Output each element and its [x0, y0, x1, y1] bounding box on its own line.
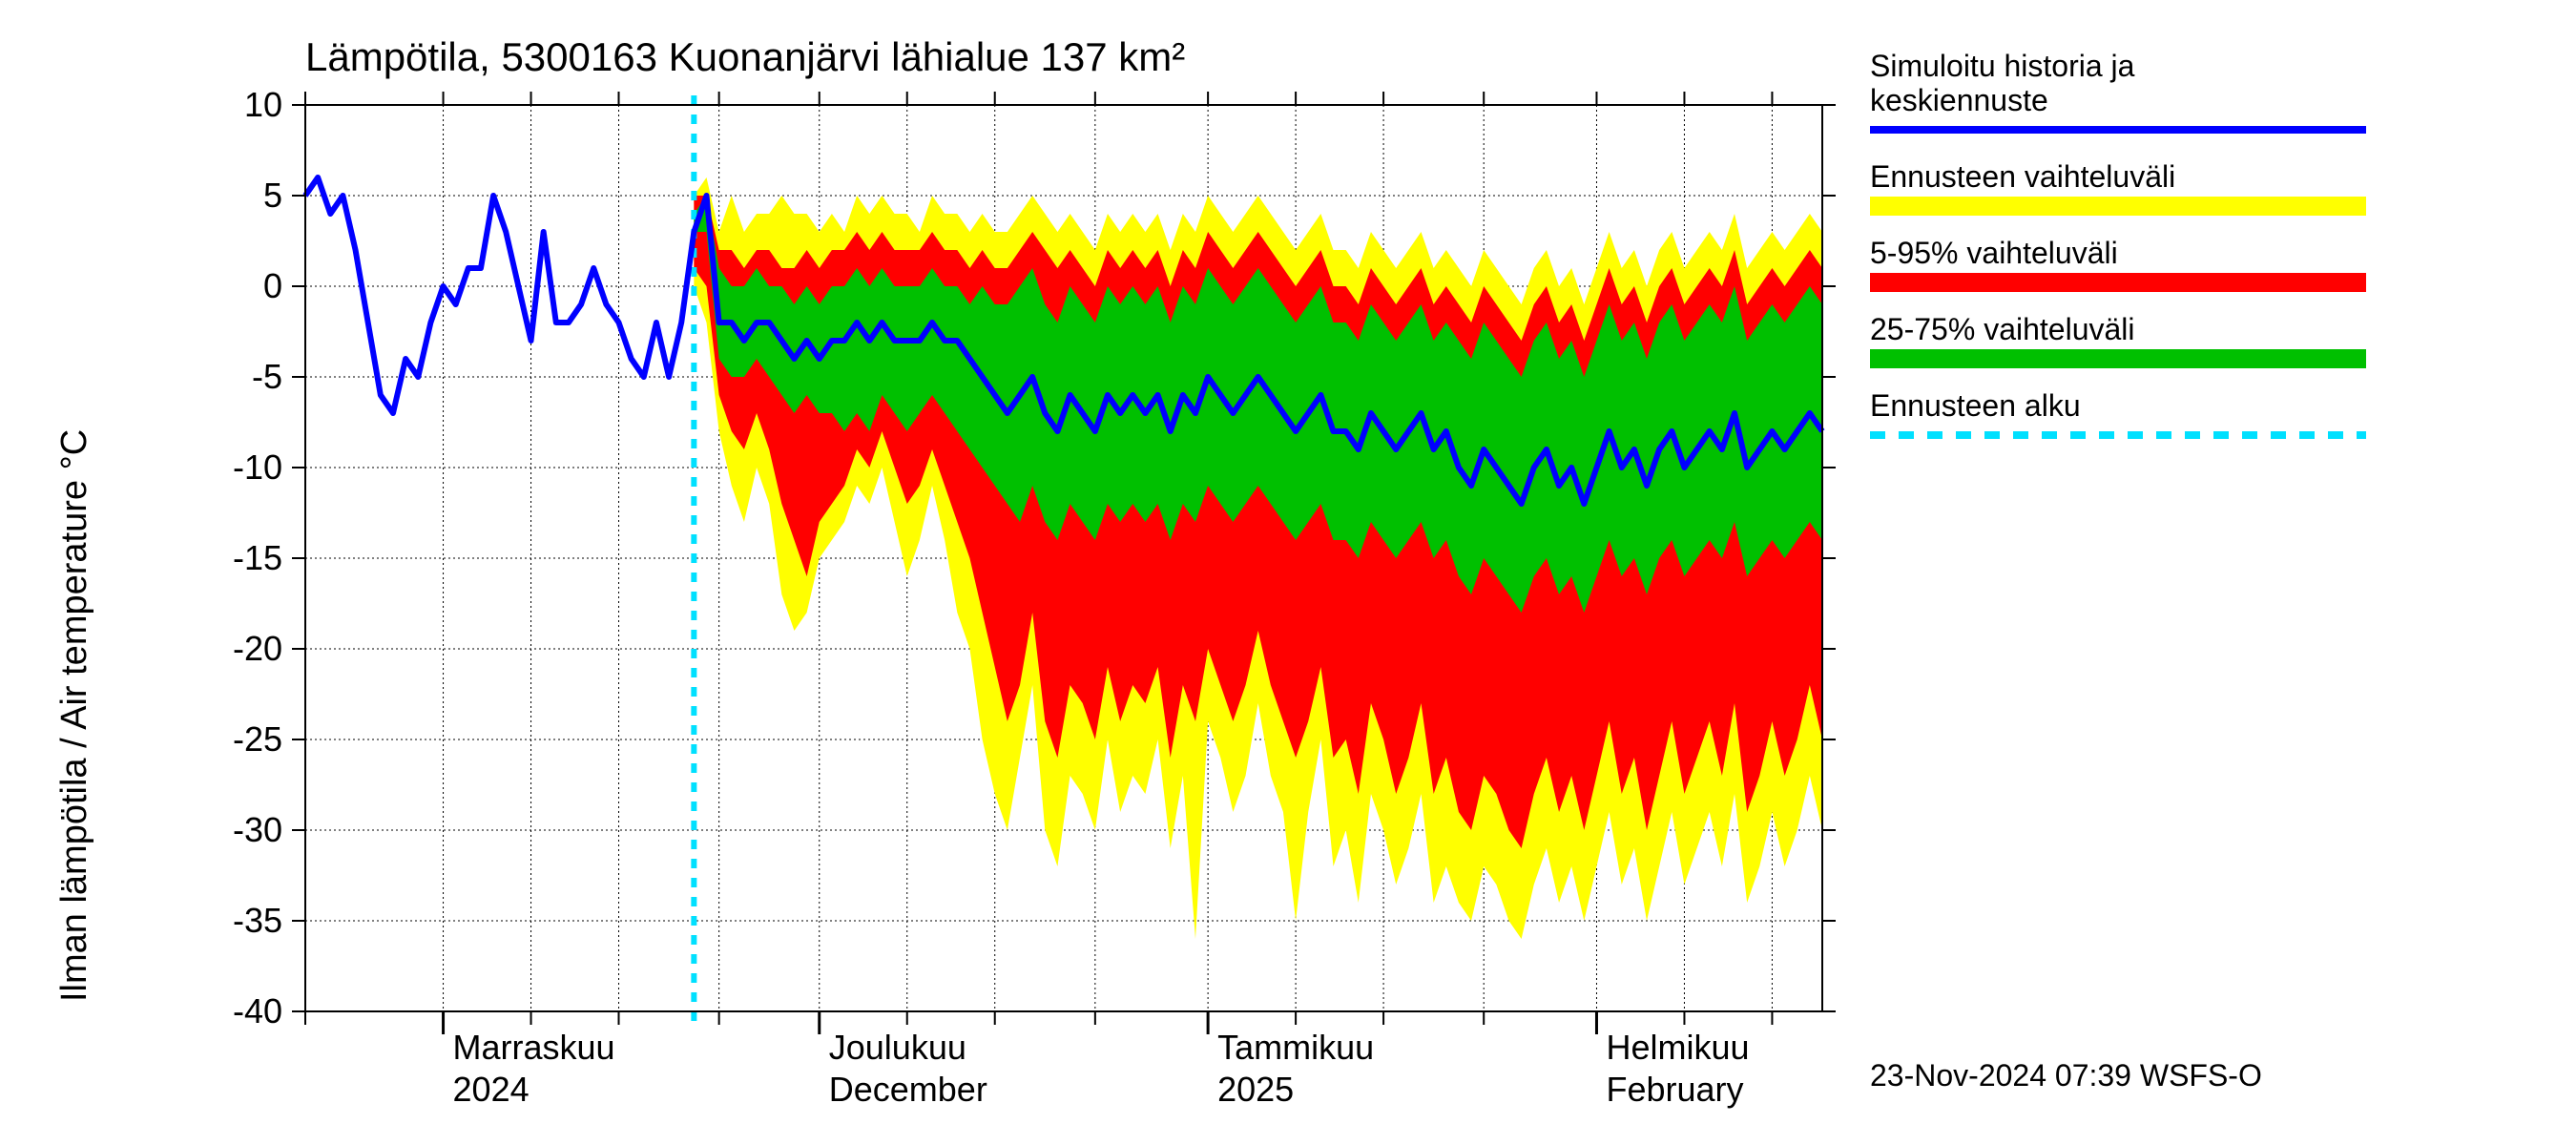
legend-label: Ennusteen vaihteluväli	[1870, 159, 2175, 194]
y-tick-label: -10	[233, 448, 282, 487]
chart-container: -40 -35 -30 -25 -20 -15 -10 -5 0 5 10 Marraskuu2024…	[0, 0, 2576, 1145]
chart-svg: -40 -35 -30 -25 -20 -15 -10 -5 0 5 10 Marraskuu2024…	[0, 0, 2576, 1145]
y-tick-label: -20	[233, 629, 282, 668]
y-tick-label: -40	[233, 991, 282, 1030]
x-tick-label: Tammikuu	[1217, 1028, 1374, 1067]
legend: Simuloitu historia jakeskiennuste Ennuste…	[1870, 49, 2366, 435]
x-tick-sublabel: February	[1606, 1070, 1743, 1109]
legend-label: keskiennuste	[1870, 83, 2048, 117]
footer-timestamp: 23-Nov-2024 07:39 WSFS-O	[1870, 1058, 2262, 1093]
legend-label: 5-95% vaihteluväli	[1870, 236, 2118, 270]
legend-swatch	[1870, 197, 2366, 216]
y-tick-label: -30	[233, 810, 282, 849]
chart-title: Lämpötila, 5300163 Kuonanjärvi lähialue …	[305, 34, 1185, 79]
y-tick-label: -25	[233, 719, 282, 759]
x-tick-sublabel: 2025	[1217, 1070, 1294, 1109]
y-tick-label: 5	[263, 176, 282, 215]
legend-label: Ennusteen alku	[1870, 388, 2081, 423]
legend-swatch	[1870, 349, 2366, 368]
legend-label: 25-75% vaihteluväli	[1870, 312, 2135, 346]
y-tick-label: -35	[233, 901, 282, 940]
x-tick-sublabel: December	[829, 1070, 987, 1109]
y-tick-label: -5	[252, 357, 282, 396]
x-tick-sublabel: 2024	[453, 1070, 530, 1109]
x-tick-label: Marraskuu	[453, 1028, 615, 1067]
legend-swatch	[1870, 273, 2366, 292]
y-tick-label: 0	[263, 266, 282, 305]
x-tick-label: Joulukuu	[829, 1028, 966, 1067]
y-axis-label: Ilman lämpötila / Air temperature °C	[54, 429, 94, 1002]
y-tick-label: 10	[244, 85, 282, 124]
legend-label: Simuloitu historia ja	[1870, 49, 2135, 83]
y-tick-label: -15	[233, 538, 282, 577]
x-tick-label: Helmikuu	[1606, 1028, 1749, 1067]
